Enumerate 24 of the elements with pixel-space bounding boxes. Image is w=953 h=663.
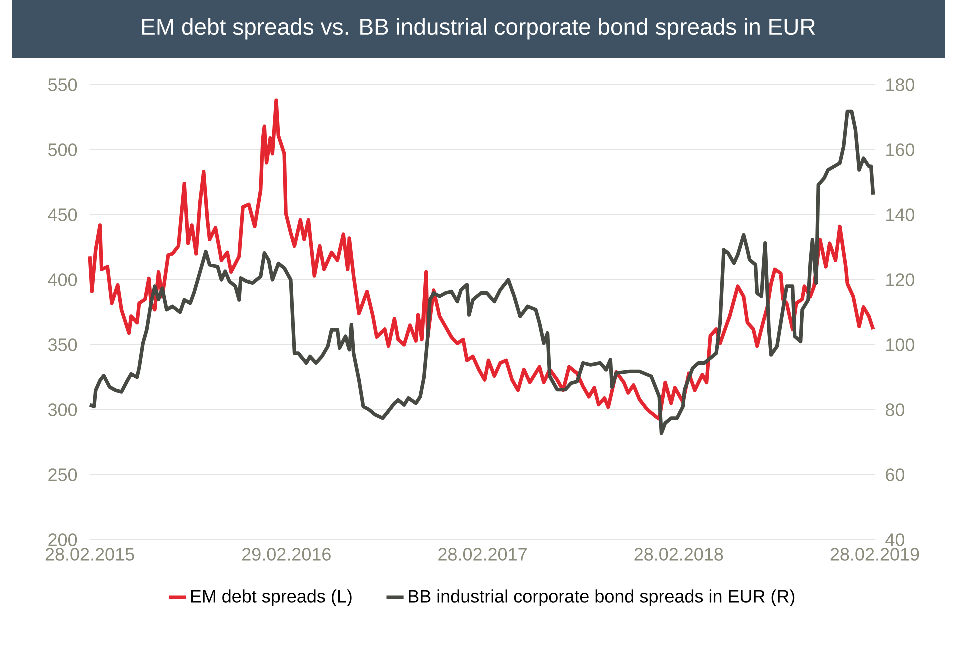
y-tick-label: 500 [48,144,78,156]
y2-tick-label: 80 [886,404,905,416]
y-tick-label: 400 [48,274,78,286]
x-tick-label: 29.02.2016 [242,548,331,561]
y2-tick-label: 40 [886,534,905,546]
legend-label: BB industrial corporate bond spreads in EUR (R) [409,590,795,606]
y-tick-label: 250 [48,468,78,482]
y2-tick-label: 100 [886,338,915,352]
legend-label: EM debt spreads (L) [191,590,352,606]
x-tick-label: 28.02.2019 [830,548,920,561]
chart-title: EM debt spreads vs. BB industrial corporate bond spreads in EUR [142,18,816,40]
y2-tick-label: 60 [886,468,905,482]
y2-tick-label: 140 [886,208,915,222]
x-tick-label: 28.02.2018 [634,548,724,561]
y-tick-label: 450 [48,208,78,222]
x-tick-label: 28.02.2015 [46,548,134,561]
y-tick-label: 350 [48,338,78,352]
y-tick-label: 550 [48,78,78,92]
y2-tick-label: 160 [886,144,915,156]
y2-tick-label: 120 [886,274,915,286]
y-tick-label: 200 [48,534,78,546]
x-tick-label: 28.02.2017 [438,548,527,561]
y-tick-label: 300 [48,404,78,416]
y2-tick-label: 180 [886,78,915,92]
